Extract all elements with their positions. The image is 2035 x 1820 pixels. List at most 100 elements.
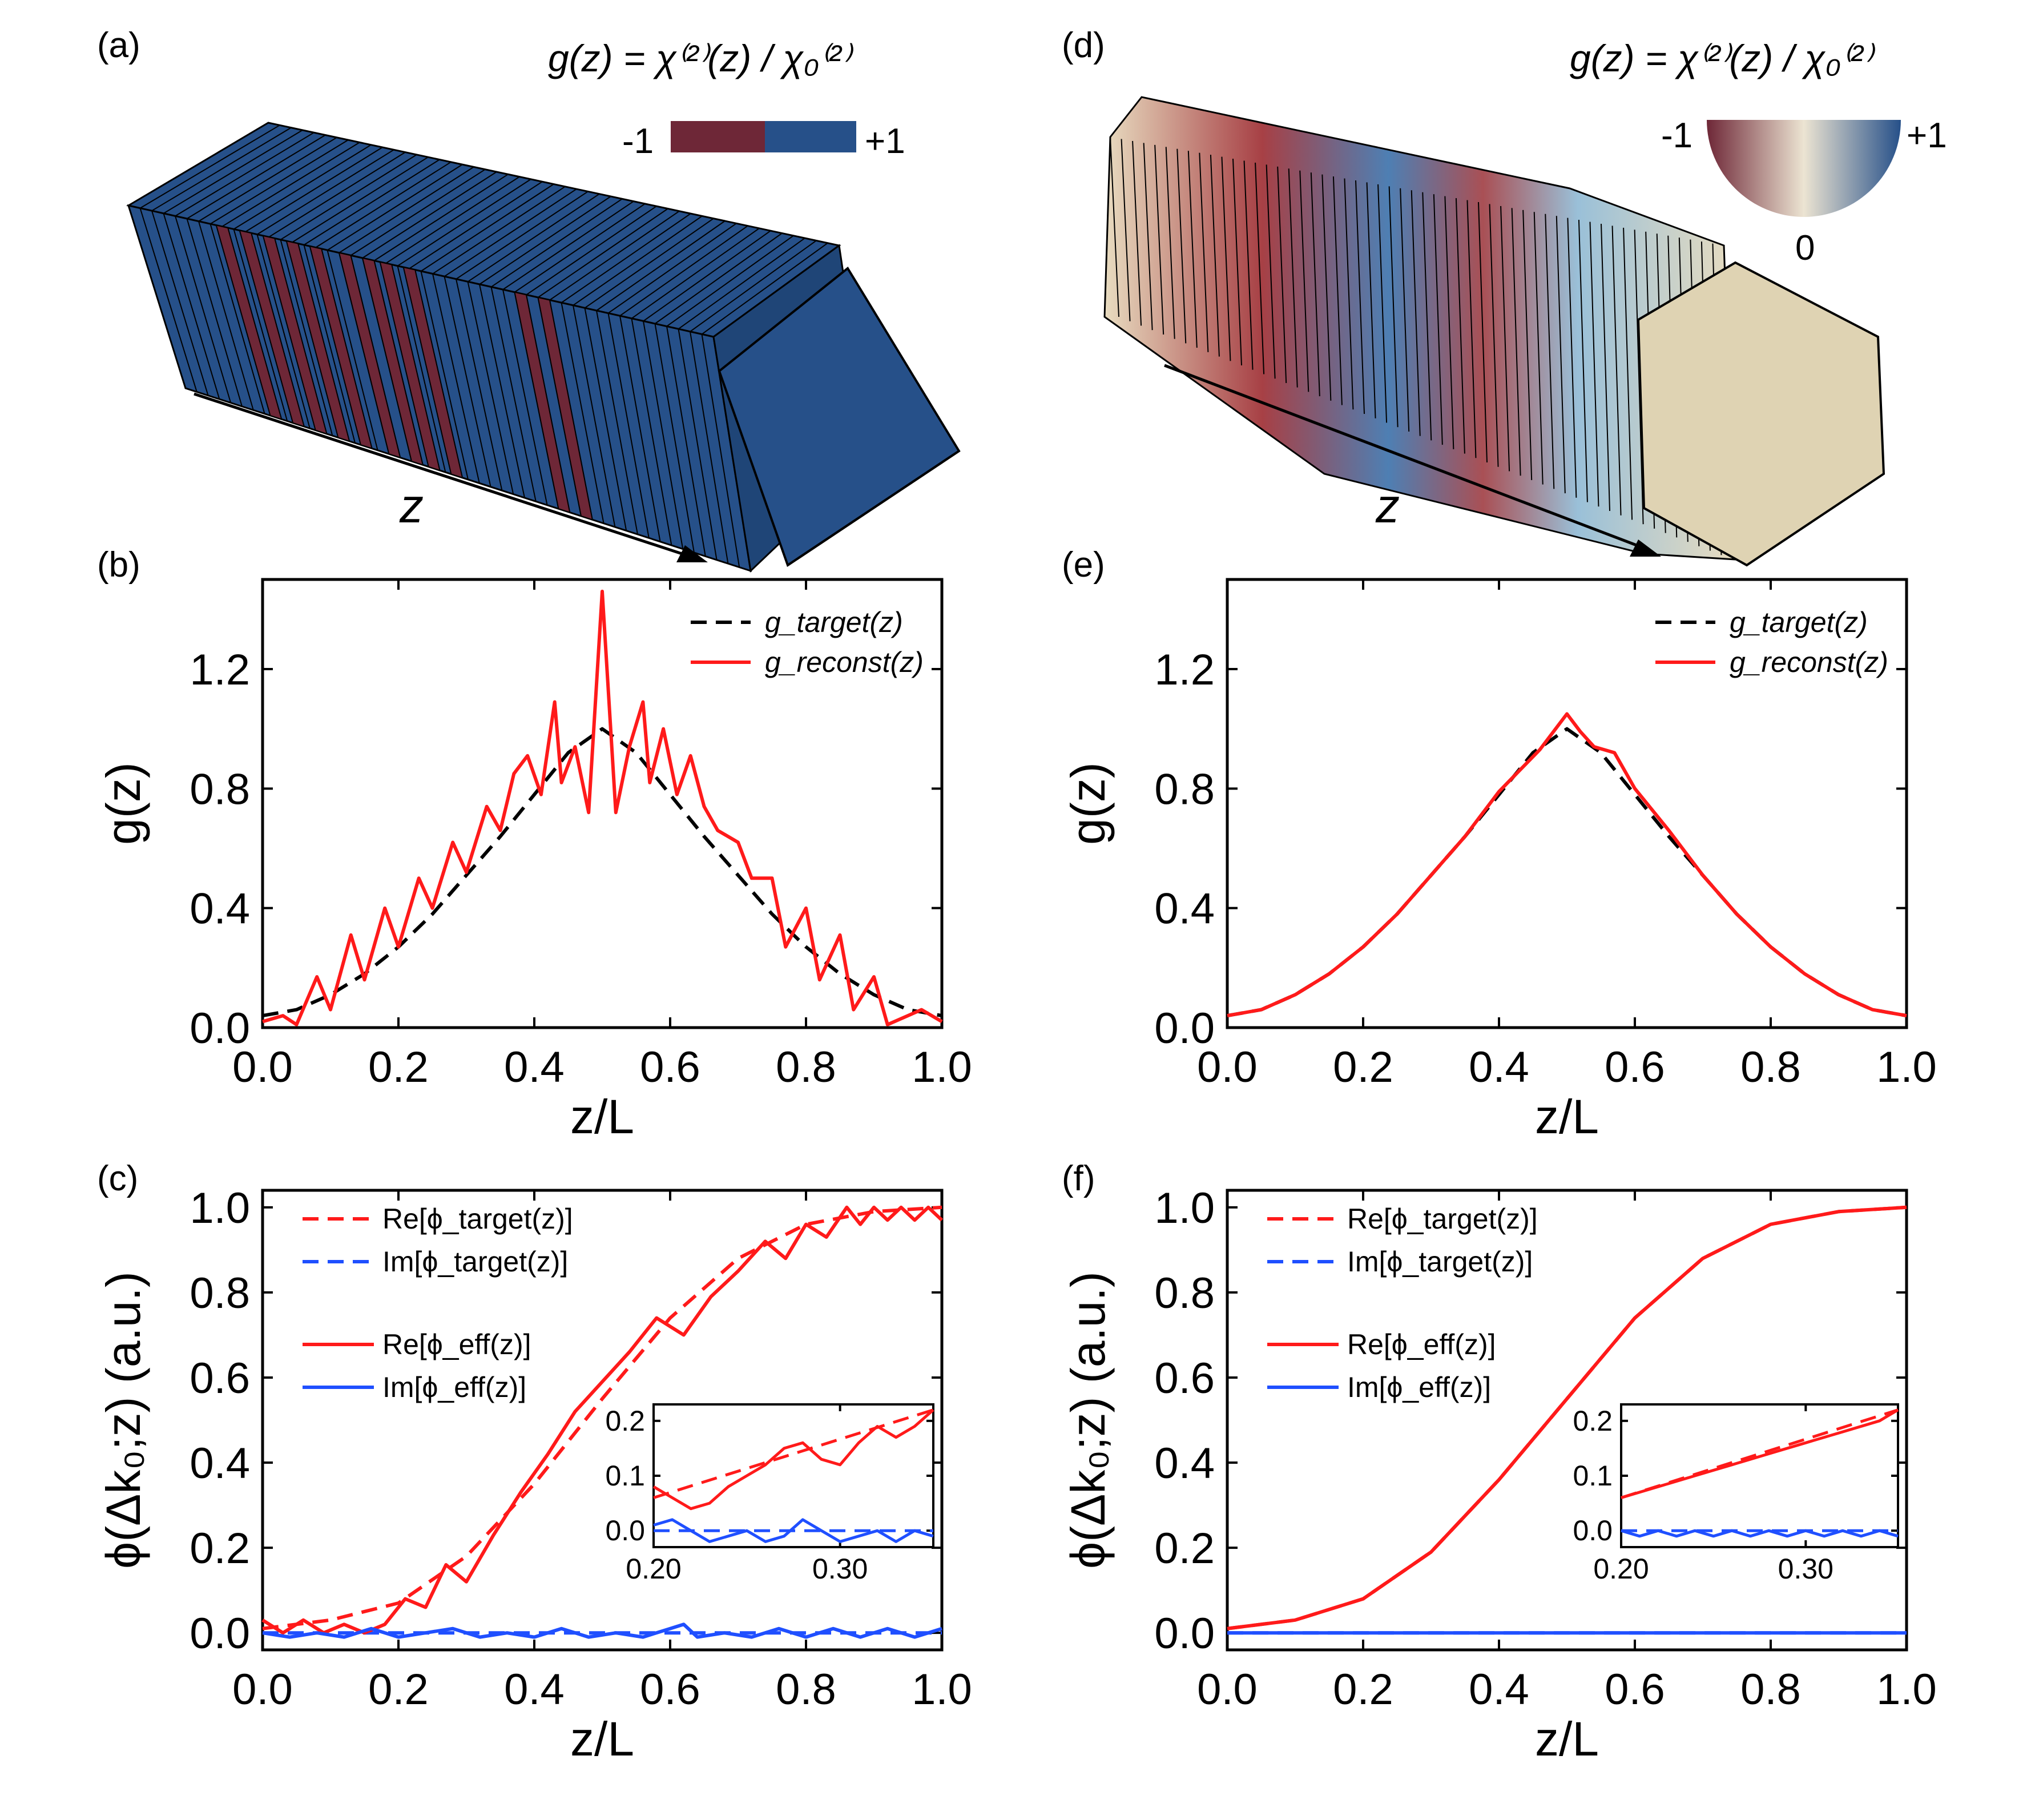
y-tick-label: 0.6 bbox=[190, 1354, 250, 1403]
crystal-a-domain-edge bbox=[139, 124, 280, 209]
crystal-a-domain-edge bbox=[186, 218, 243, 407]
y-tick-label: 0.2 bbox=[190, 1524, 250, 1573]
x-tick-label: 0.4 bbox=[1469, 1043, 1529, 1092]
crystal-d-slab-edge bbox=[1332, 176, 1343, 405]
panel-a-label: (a) bbox=[97, 26, 140, 65]
crystal-a-domain-edge bbox=[163, 130, 303, 214]
crystal-a-domain-edge bbox=[303, 159, 440, 245]
crystal-a-red-domain bbox=[262, 235, 328, 435]
crystal-d-slab-edge bbox=[1578, 220, 1588, 502]
legend-label: Re[ϕ_target(z)] bbox=[382, 1203, 573, 1235]
crystal-d-slab-edge bbox=[1143, 143, 1153, 331]
crystal-d-slab-edge bbox=[1366, 182, 1376, 418]
crystal-a-domain-edge bbox=[643, 321, 684, 549]
crystal-d-slab-edge bbox=[1611, 226, 1622, 516]
crystal-a-domain-edge bbox=[561, 303, 605, 524]
crystal-a-domain-edge bbox=[233, 144, 372, 230]
crystal-a-domain-edge bbox=[607, 313, 650, 538]
crystal-a-red-domain bbox=[379, 261, 441, 472]
crystal-a-domain-edge bbox=[502, 289, 548, 506]
crystal-a-domain-edge bbox=[690, 331, 729, 564]
crystal-d-slab-edge bbox=[1199, 152, 1209, 352]
crystal-d-slab-edge bbox=[1321, 174, 1332, 401]
crystal-d-slab-edge bbox=[1466, 200, 1477, 458]
crystal-d-slab-edge bbox=[1288, 168, 1298, 388]
crystal-d-slab-edge bbox=[1388, 186, 1399, 428]
crystal-a-domain-edge bbox=[327, 249, 378, 451]
legend-label: Im[ϕ_target(z)] bbox=[1347, 1246, 1533, 1278]
crystal-a-domain-edge bbox=[151, 210, 209, 396]
x-tick-label: 1.0 bbox=[912, 1043, 972, 1092]
colorbar-a-min-label: -1 bbox=[622, 122, 654, 161]
crystal-d-end-slab bbox=[1637, 261, 1885, 567]
crystal-a-domain-edge bbox=[467, 193, 600, 283]
crystal-a-domain-edge bbox=[163, 213, 220, 400]
crystal-d-slab-edge bbox=[1433, 194, 1443, 445]
x-tick-label: 0.0 bbox=[1197, 1665, 1258, 1714]
crystal-d-slab-edge bbox=[1176, 148, 1187, 344]
z-arrow-a-head bbox=[676, 545, 708, 562]
crystal-a bbox=[126, 122, 961, 573]
crystal-a-domain-edge bbox=[678, 237, 805, 330]
series-line bbox=[262, 589, 943, 1026]
legend-label: Re[ϕ_eff(z)] bbox=[382, 1328, 531, 1360]
x-tick-label: 0.0 bbox=[232, 1043, 293, 1092]
crystal-a-domain-edge bbox=[666, 326, 706, 557]
series-line bbox=[1227, 712, 1907, 1018]
colorbar-a-pos-swatch bbox=[765, 121, 856, 152]
crystal-a-domain-edge bbox=[467, 281, 514, 494]
crystal-a-red-domain bbox=[239, 229, 305, 428]
crystal-a-domain-edge bbox=[490, 287, 537, 502]
y-tick-label: 0.4 bbox=[1154, 1439, 1215, 1488]
crystal-a-domain-edge bbox=[713, 245, 840, 337]
inset-c: 0.20 0.30 0.0 0.1 0.2 bbox=[605, 1403, 934, 1585]
colorbar-d-semicircle bbox=[1707, 120, 1901, 217]
y-tick-label: 0.2 bbox=[1154, 1524, 1215, 1573]
z-arrow-a bbox=[194, 392, 691, 558]
x-tick-label: 0.2 bbox=[368, 1665, 429, 1714]
crystal-a-domain-edge bbox=[139, 208, 198, 392]
crystal-a-domain-edge bbox=[221, 142, 360, 227]
crystal-a-domain-edge bbox=[444, 276, 491, 488]
x-tick-label: 0.2 bbox=[368, 1043, 429, 1092]
y-tick-label: 0.1 bbox=[605, 1460, 645, 1492]
panel-c-label: (c) bbox=[97, 1159, 138, 1198]
crystal-d-slab-edge bbox=[1567, 218, 1577, 498]
crystal-d-slab-edge bbox=[1533, 212, 1544, 485]
crystal-a-domain-edge bbox=[631, 228, 760, 319]
crystal-a-domain-edge bbox=[175, 216, 232, 403]
crystal-a-red-domain bbox=[514, 291, 571, 514]
crystal-a-domain-edge bbox=[573, 305, 616, 528]
x-tick-label: 0.30 bbox=[1778, 1553, 1833, 1585]
series-line bbox=[653, 1518, 934, 1543]
crystal-a-domain-edge bbox=[327, 164, 463, 251]
crystal-d-slab-edge bbox=[1500, 206, 1510, 472]
crystal-d-slab-edge bbox=[1266, 164, 1276, 379]
crystal-a-red-domain bbox=[285, 240, 350, 442]
crystal-d bbox=[1103, 96, 1885, 567]
legend-label: Im[ϕ_eff(z)] bbox=[1347, 1371, 1491, 1403]
chart-f: 0.0 0.2 0.4 0.6 0.8 1.0 0.0 0.2 0.4 0.6 0.8 1.0 z/L ϕ… bbox=[1061, 1184, 1937, 1766]
crystal-d-slab-edge bbox=[1221, 156, 1231, 361]
crystal-d-slab-edge bbox=[1623, 227, 1633, 520]
crystal-a-domain-edge bbox=[397, 179, 531, 267]
crystal-a-domain-edge bbox=[701, 242, 828, 335]
crystal-a-domain-edge bbox=[607, 223, 737, 314]
crystal-a-domain-edge bbox=[584, 218, 714, 309]
crystal-a-domain-edge bbox=[654, 323, 695, 553]
crystal-a-domain-edge bbox=[654, 232, 783, 324]
x-tick-label: 1.0 bbox=[912, 1665, 972, 1714]
y-tick-label: 0.6 bbox=[1154, 1354, 1215, 1403]
inset-frame bbox=[652, 1403, 934, 1548]
crystal-a-domain-edge bbox=[186, 134, 326, 219]
crystal-a-domain-edge bbox=[502, 200, 634, 291]
legend-label: Im[ϕ_eff(z)] bbox=[382, 1371, 526, 1403]
crystal-a-domain-edge bbox=[315, 161, 452, 248]
y-tick-label: 0.1 bbox=[1573, 1460, 1613, 1492]
y-tick-label: 0.0 bbox=[190, 1004, 250, 1053]
crystal-d-slab-edge bbox=[1344, 178, 1354, 410]
panel-a-formula: g(z) = χ⁽²⁾(z) / χ₀⁽²⁾ bbox=[548, 37, 853, 79]
crystal-a-red-domain bbox=[338, 252, 401, 459]
crystal-a-domain-edge bbox=[701, 334, 740, 567]
x-tick-label: 0.8 bbox=[776, 1043, 836, 1092]
